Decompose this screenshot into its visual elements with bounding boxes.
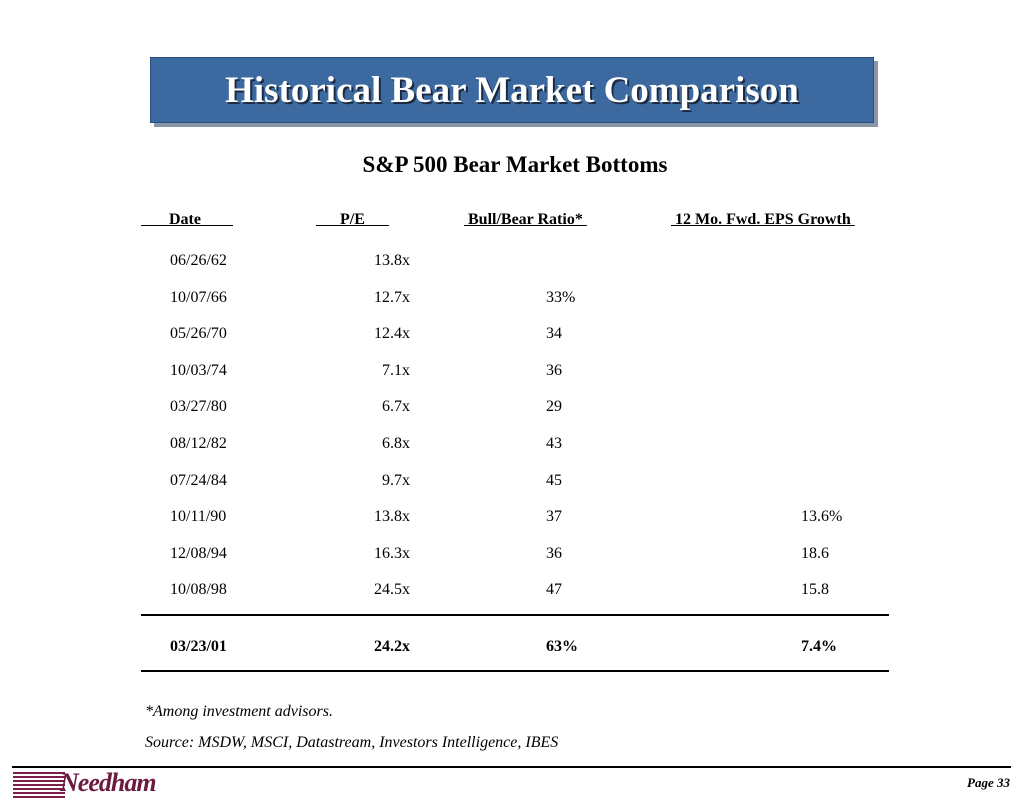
- table-row: 06/26/62 13.8x: [0, 252, 1024, 274]
- logo: Needham: [60, 768, 157, 797]
- table-row: 10/03/74 7.1x 36: [0, 362, 1024, 384]
- table-row: 12/08/94 16.3x 36 18.6: [0, 545, 1024, 567]
- footnote: *Among investment advisors.: [145, 703, 333, 720]
- current-row: 03/23/01 24.2x 63% 7.4%: [0, 638, 1024, 660]
- footer-divider: [12, 766, 1011, 768]
- cell-date: 10/08/98: [170, 581, 227, 598]
- cell-eps: 15.8: [801, 581, 829, 598]
- cell-date: 10/11/90: [170, 508, 227, 525]
- cell-date: 03/23/01: [170, 638, 227, 655]
- cell-bull-bear: 34: [546, 325, 562, 342]
- table-row: 07/24/84 9.7x 45: [0, 472, 1024, 494]
- cell-bull-bear: 45: [546, 472, 562, 489]
- cell-date: 05/26/70: [170, 325, 227, 342]
- cell-pe: 12.4x: [374, 325, 410, 342]
- cell-bull-bear: 37: [546, 508, 562, 525]
- table-row: 08/12/82 6.8x 43: [0, 435, 1024, 457]
- table-row: 10/08/98 24.5x 47 15.8: [0, 581, 1024, 603]
- cell-pe: 24.5x: [374, 581, 410, 598]
- header-eps-growth: 12 Mo. Fwd. EPS Growth: [671, 211, 855, 228]
- cell-bull-bear: 36: [546, 362, 562, 379]
- source-note: Source: MSDW, MSCI, Datastream, Investor…: [145, 734, 559, 751]
- cell-eps: 13.6%: [801, 508, 843, 525]
- cell-date: 08/12/82: [170, 435, 227, 452]
- cell-pe: 6.7x: [382, 398, 410, 415]
- table-row: 10/07/66 12.7x 33%: [0, 289, 1024, 311]
- page-number: Page 33: [967, 775, 1010, 790]
- table-row: 10/11/90 13.8x 37 13.6%: [0, 508, 1024, 530]
- table-row: 05/26/70 12.4x 34: [0, 325, 1024, 347]
- cell-pe: 13.8x: [374, 252, 410, 269]
- table-subtitle: S&P 500 Bear Market Bottoms: [362, 152, 668, 177]
- cell-date: 12/08/94: [170, 545, 227, 562]
- header-bull-bear: Bull/Bear Ratio*: [464, 211, 587, 228]
- cell-bull-bear: 43: [546, 435, 562, 452]
- header-pe: P/E: [316, 211, 389, 228]
- cell-eps: 18.6: [801, 545, 829, 562]
- cell-pe: 16.3x: [374, 545, 410, 562]
- table-divider-top: [141, 614, 889, 616]
- table-divider-bottom: [141, 670, 889, 672]
- cell-pe: 7.1x: [382, 362, 410, 379]
- cell-date: 06/26/62: [170, 252, 227, 269]
- cell-bull-bear: 36: [546, 545, 562, 562]
- logo-stripes: [13, 772, 65, 798]
- cell-bull-bear: 63%: [546, 638, 578, 655]
- cell-date: 03/27/80: [170, 398, 227, 415]
- cell-pe: 12.7x: [374, 289, 410, 306]
- cell-eps: 7.4%: [801, 638, 837, 655]
- cell-pe: 9.7x: [382, 472, 410, 489]
- cell-pe: 13.8x: [374, 508, 410, 525]
- cell-pe: 6.8x: [382, 435, 410, 452]
- cell-bull-bear: 33%: [546, 289, 576, 306]
- cell-pe: 24.2x: [374, 638, 410, 655]
- header-date: Date: [141, 211, 233, 228]
- cell-bull-bear: 47: [546, 581, 562, 598]
- cell-date: 10/07/66: [170, 289, 227, 306]
- page-title: Historical Bear Market Comparison: [225, 69, 799, 111]
- cell-date: 07/24/84: [170, 472, 227, 489]
- table-row: 03/27/80 6.7x 29: [0, 398, 1024, 420]
- cell-date: 10/03/74: [170, 362, 227, 379]
- title-banner: Historical Bear Market Comparison: [150, 57, 874, 123]
- cell-bull-bear: 29: [546, 398, 562, 415]
